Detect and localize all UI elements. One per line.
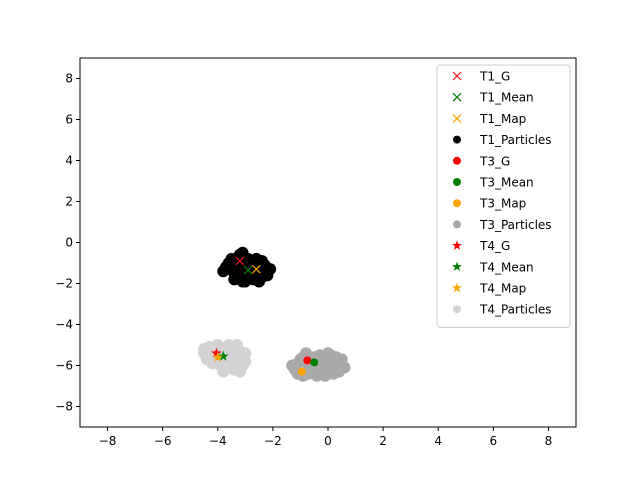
- x-tick-label: 2: [379, 434, 387, 448]
- x-axis: −8 −6 −4 −2 0 2 4 6 8: [99, 427, 553, 448]
- t4-map-point: [212, 351, 224, 362]
- legend-marker-t3-map: [453, 199, 461, 208]
- y-tick-label: 2: [65, 195, 73, 209]
- legend-label-t1-map: T1_Map: [479, 112, 526, 126]
- y-tick-label: 8: [65, 72, 73, 86]
- y-tick-label: −8: [55, 400, 73, 414]
- t3-particles-point: [335, 353, 348, 366]
- t4-particles-point: [231, 339, 244, 351]
- t1-particles-point: [253, 275, 266, 288]
- t3-particles-point: [319, 369, 332, 382]
- y-tick-label: 4: [65, 154, 73, 168]
- legend-marker-t1-g: [452, 71, 462, 81]
- t4-particles-point: [214, 359, 227, 372]
- t1-map-point: [251, 264, 261, 274]
- legend-label-t4-particles: T4_Particles: [479, 303, 552, 317]
- legend: T1_G T1_Mean T1_Map T1_Particles T3_G T3_Mean…: [436, 64, 571, 328]
- markers-layer: [211, 256, 319, 376]
- t1-particles-point: [261, 269, 274, 282]
- legend-marker-t1-map: [452, 113, 462, 123]
- x-tick-label: 4: [434, 434, 442, 448]
- y-tick-label: −4: [55, 318, 73, 332]
- legend-label-t3-mean: T3_Mean: [479, 176, 534, 190]
- t1-particles-point: [217, 265, 230, 278]
- t3-particles-point: [305, 365, 318, 378]
- t1-g-point: [235, 256, 245, 266]
- t1-mean-point: [243, 265, 253, 275]
- legend-label-t3-g: T3_G: [479, 154, 510, 168]
- legend-marker-t3-mean: [453, 178, 461, 186]
- legend-label-t1-particles: T1_Particles: [479, 133, 552, 147]
- legend-label-t4-mean: T4_Mean: [479, 260, 534, 274]
- x-tick-label: −2: [264, 434, 282, 448]
- x-tick-label: −4: [209, 434, 227, 448]
- y-axis: −8 −6 −4 −2 0 2 4 6 8: [55, 72, 80, 414]
- legend-marker-t3-particles: [453, 220, 461, 229]
- x-tick-label: −8: [99, 434, 117, 448]
- t4-particles-point: [228, 357, 241, 370]
- t4-particles-point: [198, 343, 210, 356]
- legend-label-t4-map: T4_Map: [479, 282, 526, 296]
- legend-marker-t1-particles: [453, 135, 461, 144]
- x-tick-label: 6: [490, 434, 498, 448]
- legend-label-t3-map: T3_Map: [479, 197, 526, 211]
- legend-label-t4-g: T4_G: [479, 239, 510, 253]
- t3-map-point: [297, 367, 306, 376]
- legend-marker-t4-particles: [453, 305, 461, 314]
- t3-particles-point: [324, 349, 337, 362]
- x-tick-label: −6: [154, 434, 172, 448]
- y-tick-label: −2: [55, 277, 73, 291]
- t1-particles-point: [236, 246, 249, 259]
- legend-marker-t4-mean: [452, 261, 462, 272]
- t1-particles-point: [239, 275, 252, 288]
- x-tick-label: 8: [545, 434, 553, 448]
- legend-marker-t4-map: [452, 282, 462, 293]
- y-tick-label: −6: [55, 359, 73, 373]
- x-tick-label: 0: [324, 434, 332, 448]
- y-tick-label: 0: [65, 236, 73, 250]
- y-tick-label: 6: [65, 113, 73, 127]
- t3-mean-point: [310, 358, 319, 367]
- legend-marker-t1-mean: [452, 92, 462, 102]
- t3-g-point: [303, 356, 312, 365]
- t4-g-point: [211, 347, 222, 358]
- t1-particles-point: [228, 273, 241, 286]
- legend-label-t1-mean: T1_Mean: [479, 91, 534, 105]
- particles-layer: [198, 246, 351, 382]
- legend-marker-t4-g: [452, 240, 462, 250]
- t4-mean-point: [217, 350, 229, 361]
- legend-label-t1-g: T1_G: [479, 70, 510, 84]
- t4-particles-point: [236, 351, 249, 364]
- legend-label-t3-particles: T3_Particles: [479, 218, 552, 232]
- t3-particles-point: [294, 353, 307, 366]
- legend-box: [436, 64, 571, 328]
- legend-marker-t3-g: [453, 156, 461, 165]
